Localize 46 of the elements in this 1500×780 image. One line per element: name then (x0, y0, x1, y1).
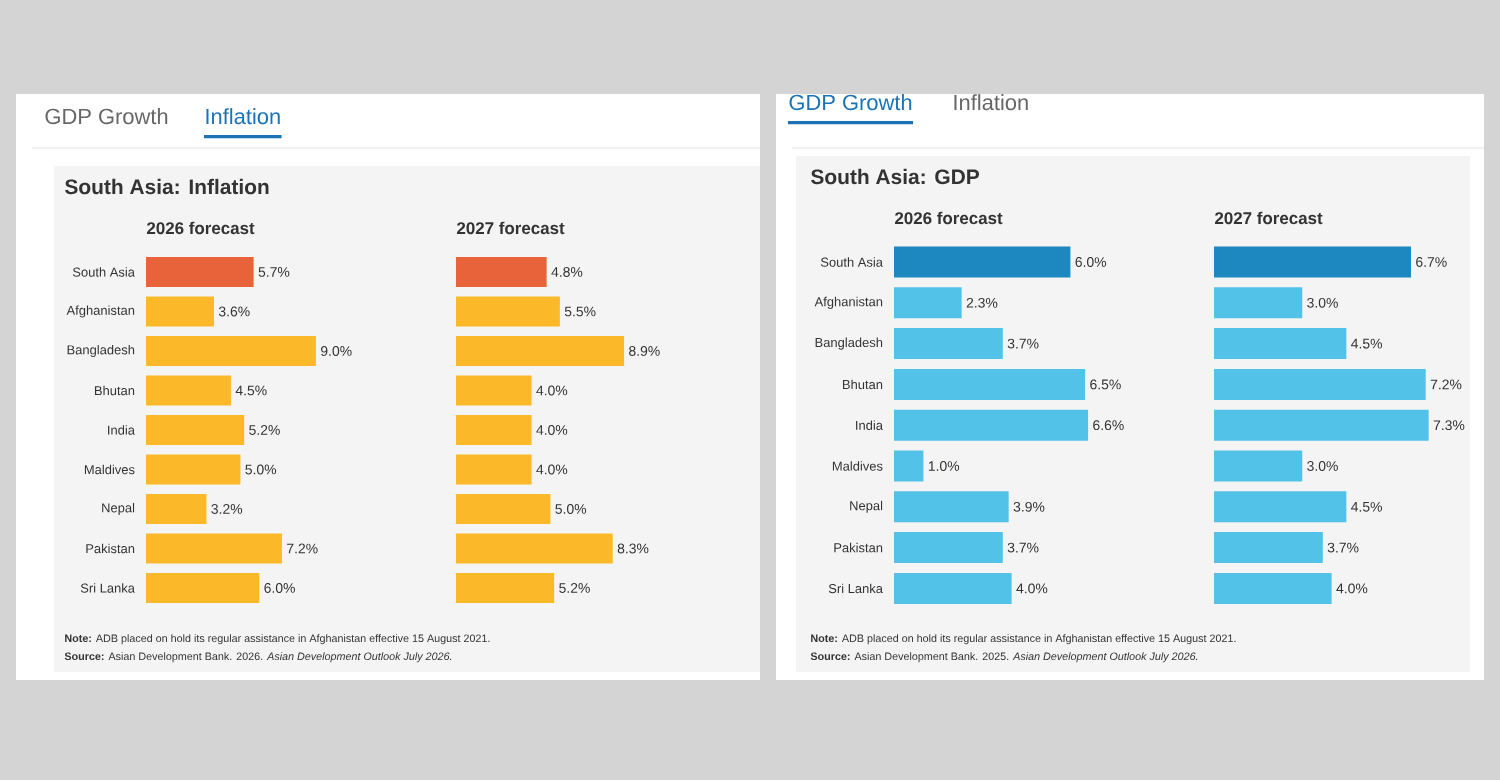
bar (894, 287, 962, 319)
bar (146, 414, 245, 445)
bar (456, 572, 555, 603)
bar (146, 296, 214, 327)
bar (894, 572, 1012, 604)
bar (894, 368, 1086, 400)
bar (1214, 572, 1332, 604)
chart-title: South Asia: GDP (811, 168, 979, 185)
bar (456, 533, 613, 564)
chart-subtitle: 2026 forecast (895, 211, 1003, 225)
bar (146, 533, 282, 564)
bar (894, 246, 1071, 278)
bar (894, 532, 1003, 564)
bar (456, 375, 532, 406)
text: GDP Growth (789, 94, 912, 111)
bar (1214, 287, 1303, 319)
chart-subtitle: 2027 forecast (457, 221, 565, 235)
bar (894, 491, 1009, 523)
bar (1214, 368, 1426, 400)
text: Inflation (954, 94, 1028, 111)
bar (456, 335, 625, 366)
bar (146, 256, 254, 287)
bar (456, 454, 532, 485)
bar (1214, 409, 1429, 441)
bar (1214, 491, 1347, 523)
bar (456, 256, 547, 287)
bar (146, 493, 207, 524)
bar (146, 335, 316, 366)
chart-title: South Asia: Inflation (65, 178, 269, 195)
text: Inflation (206, 108, 280, 125)
bar (1214, 328, 1347, 360)
chart-subtitle: 2027 forecast (1215, 211, 1323, 225)
bar (146, 375, 231, 406)
bar (1214, 246, 1412, 278)
bar (456, 493, 551, 524)
bar (1214, 450, 1303, 482)
text: GDP Growth (45, 108, 168, 125)
bar (894, 409, 1089, 441)
bar (1214, 532, 1323, 564)
bar (456, 414, 532, 445)
chart-subtitle: 2026 forecast (147, 221, 255, 235)
bar (894, 450, 924, 482)
bar (146, 454, 241, 485)
bar (894, 328, 1003, 360)
bar (146, 572, 260, 603)
bar (456, 296, 560, 327)
